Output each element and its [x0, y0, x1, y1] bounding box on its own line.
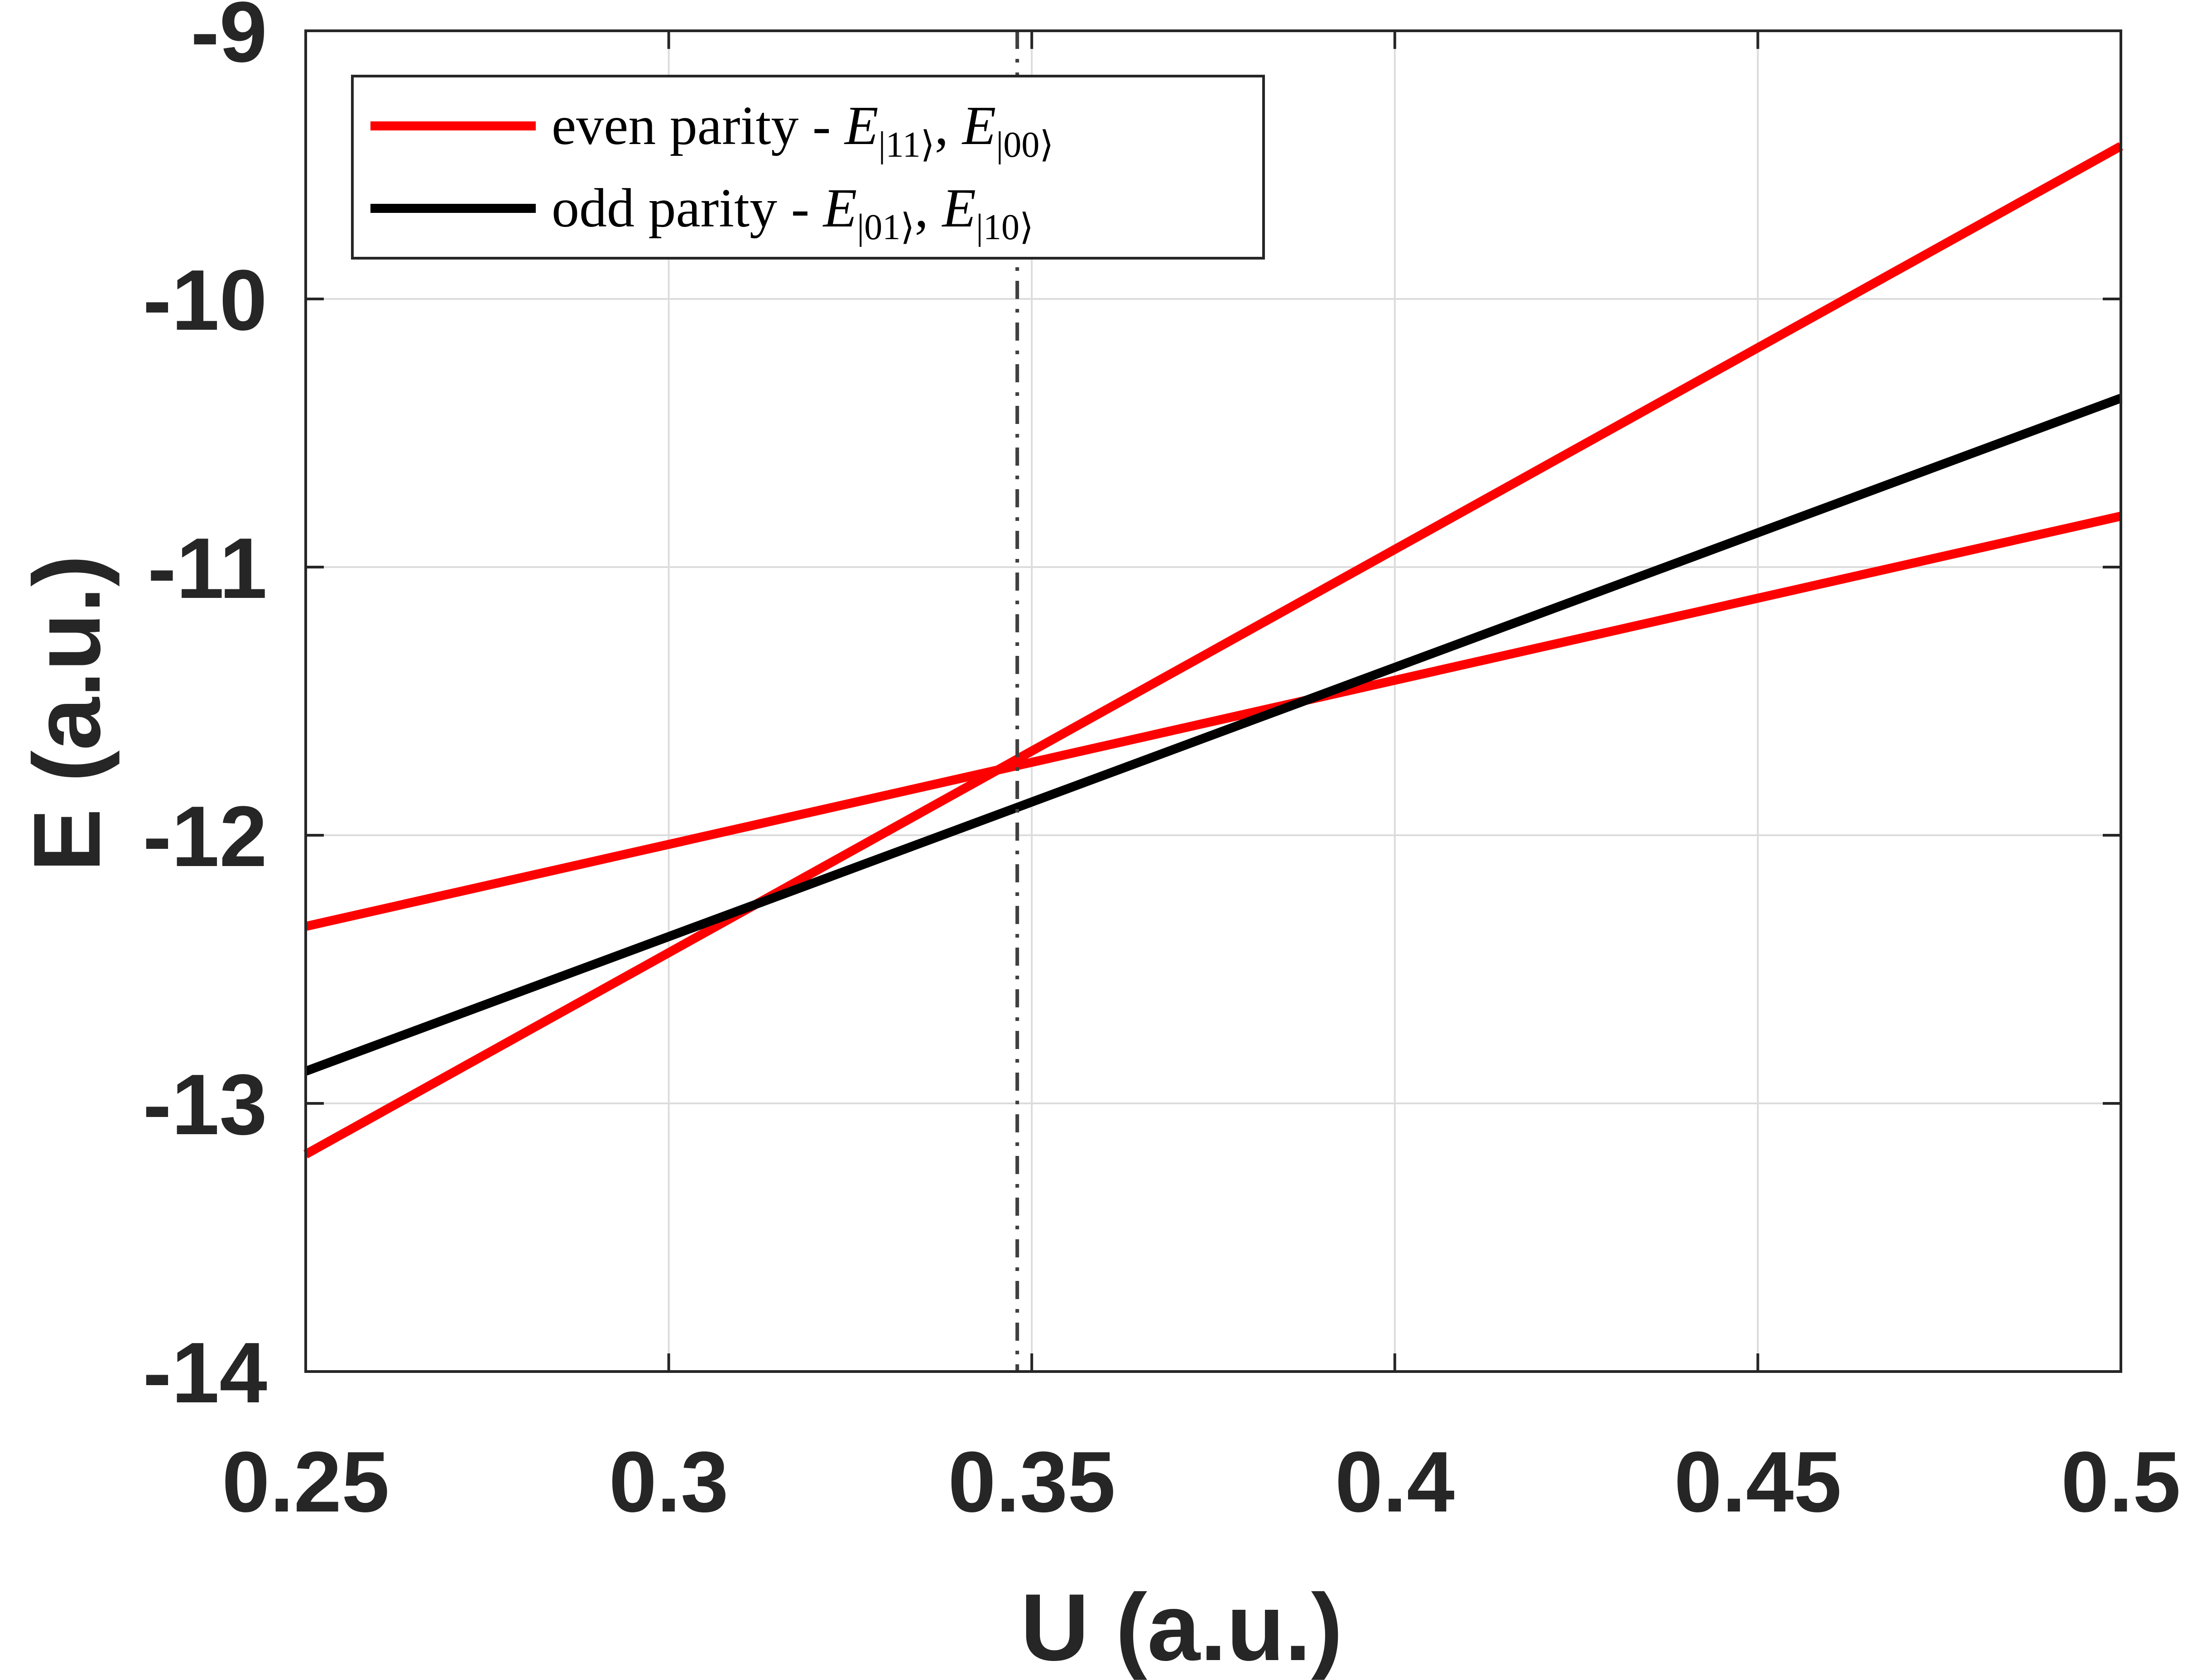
tick-labels: 0.25 0.3 0.35 0.4 0.45 0.5 -14 -13 -12 -11 -10 -9 — [143, 0, 2181, 1530]
y-tick-label: -12 — [143, 789, 267, 885]
series-lines — [303, 31, 2123, 1372]
x-tick-label: 0.3 — [609, 1434, 729, 1530]
legend: even parity - E|11⟩, E|00⟩ odd parity - E… — [351, 75, 1265, 260]
y-tick-label: -10 — [143, 252, 267, 348]
y-tick-label: -11 — [148, 520, 267, 616]
x-axis-title: U (a.u.) — [1020, 1574, 1343, 1680]
x-tick-label: 0.5 — [2061, 1434, 2181, 1530]
x-tick-label: 0.35 — [948, 1434, 1115, 1530]
axes — [304, 29, 2122, 1373]
y-tick-label: -13 — [143, 1057, 267, 1153]
x-tick-label: 0.4 — [1335, 1434, 1455, 1530]
plot-frame — [304, 29, 2122, 1373]
x-tick-label: 0.25 — [222, 1434, 389, 1530]
legend-box — [351, 75, 1265, 260]
legend-entry: even parity - E|11⟩, E|00⟩ — [552, 95, 1054, 165]
legend-entry: odd parity - E|01⟩, E|10⟩ — [552, 178, 1033, 247]
x-tick-label: 0.45 — [1674, 1434, 1842, 1530]
y-axis-title: E (a.u.) — [14, 555, 120, 872]
y-tick-label: -14 — [143, 1325, 267, 1421]
even-parity-line — [303, 142, 2123, 1159]
y-tick-label: -9 — [191, 0, 267, 80]
odd-parity-line — [304, 394, 2123, 1076]
even-parity-line — [304, 511, 2122, 931]
